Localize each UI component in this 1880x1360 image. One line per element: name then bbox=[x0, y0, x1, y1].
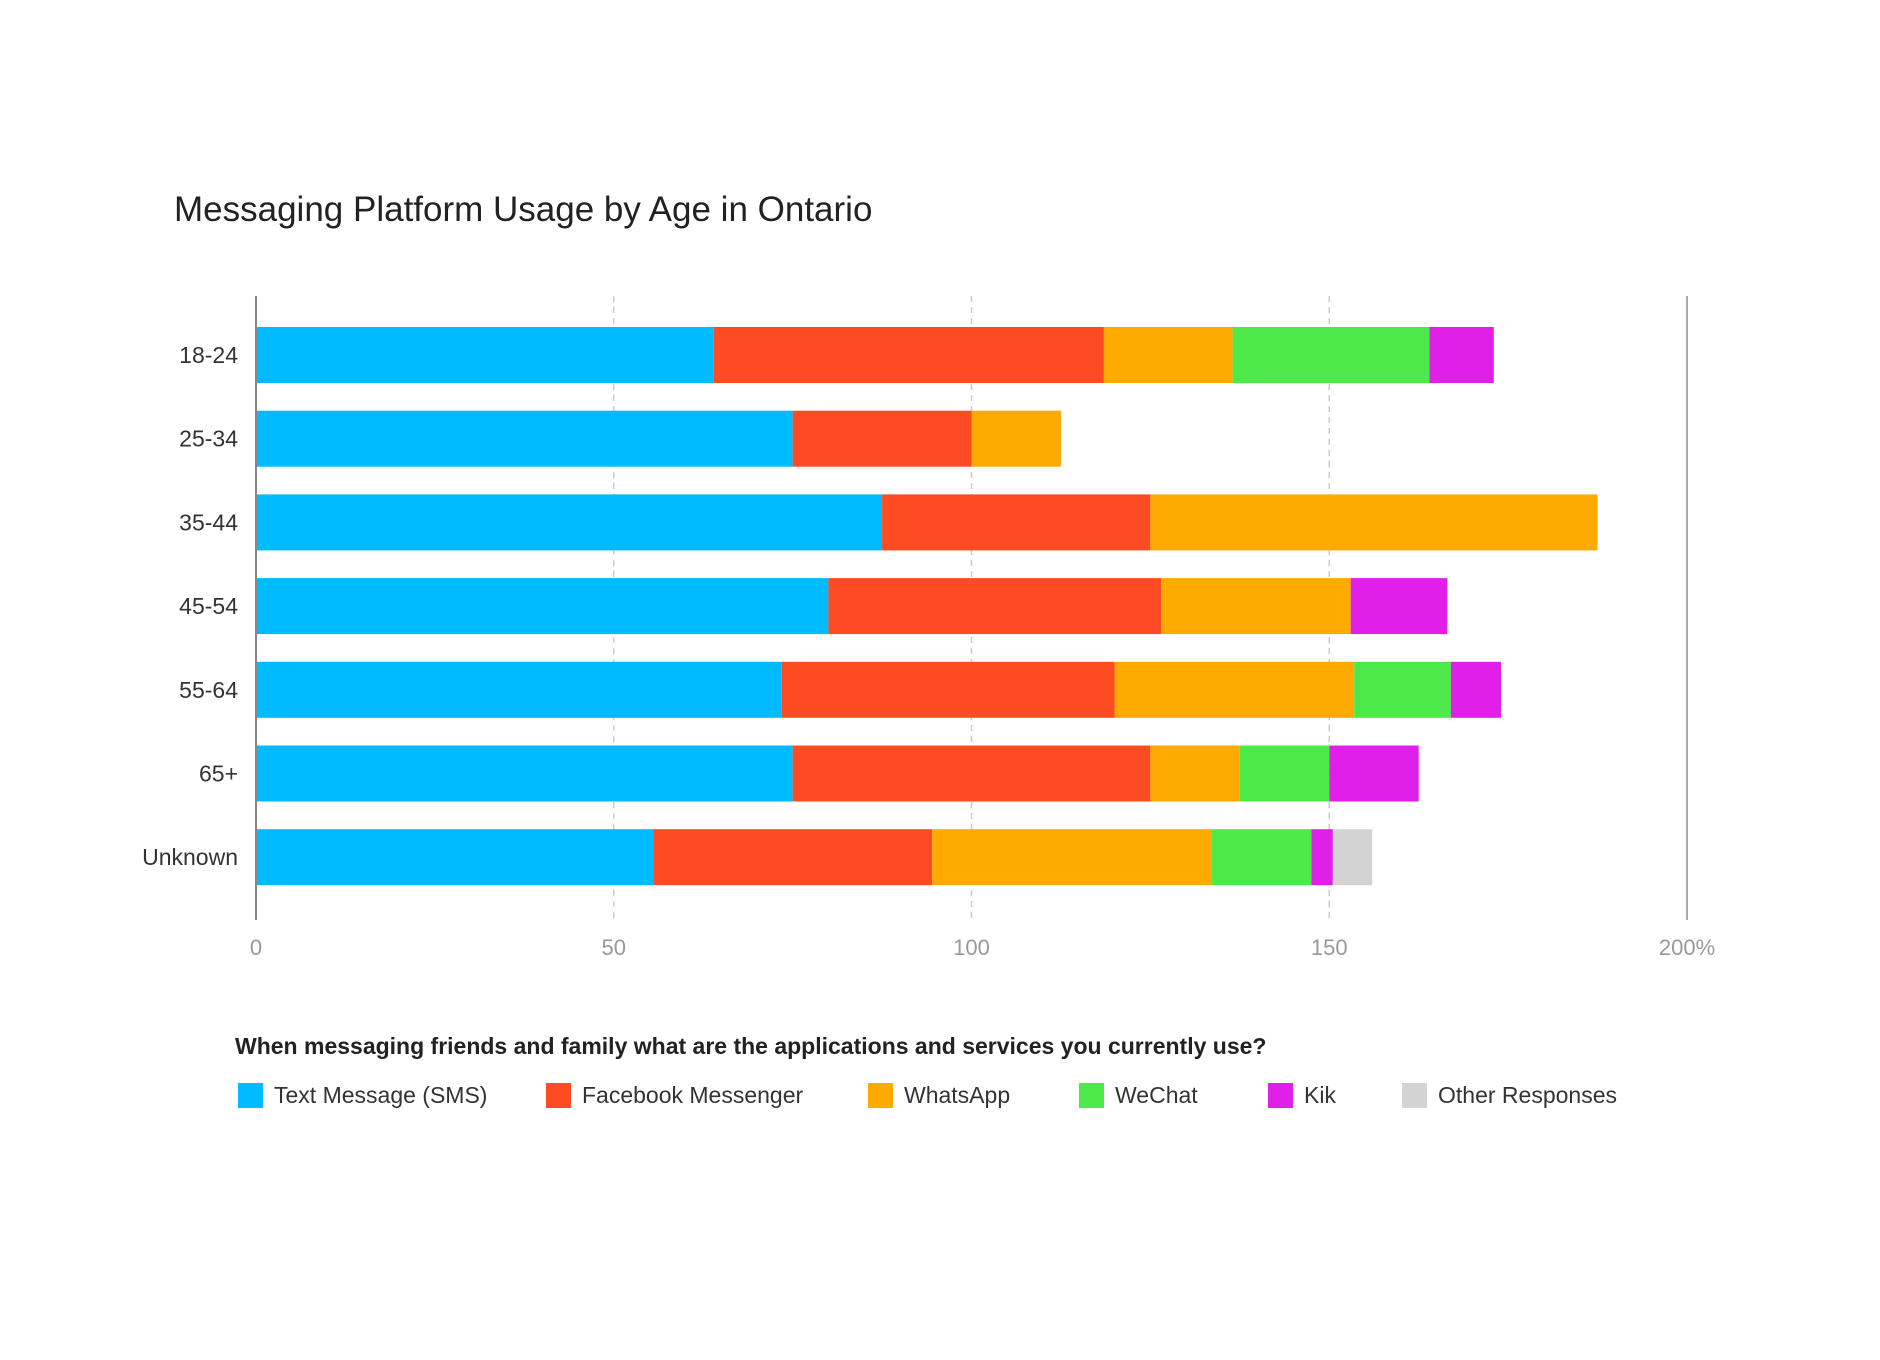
legend-label: Other Responses bbox=[1438, 1082, 1617, 1108]
bar-segment bbox=[713, 327, 1104, 383]
bar-segment bbox=[1311, 829, 1333, 886]
x-tick-label: 100 bbox=[953, 935, 990, 960]
x-tick-label: 150 bbox=[1311, 935, 1348, 960]
bar-segment bbox=[256, 327, 714, 383]
bar-segment bbox=[828, 578, 1162, 635]
legend-swatch bbox=[1079, 1083, 1104, 1108]
x-tick-label: 0 bbox=[250, 935, 262, 960]
legend-swatch bbox=[238, 1083, 263, 1108]
bar-segment bbox=[1211, 829, 1312, 886]
bar-segment bbox=[1161, 578, 1351, 635]
bar-segment bbox=[1103, 327, 1233, 383]
category-label: 18-24 bbox=[179, 342, 238, 368]
legend-label: Kik bbox=[1304, 1082, 1336, 1108]
category-label: Unknown bbox=[142, 844, 238, 870]
bar-segment bbox=[1114, 661, 1355, 718]
legend-item: Text Message (SMS) bbox=[238, 1082, 487, 1109]
bar-segment bbox=[1450, 661, 1501, 718]
bar-segment bbox=[1332, 829, 1373, 886]
legend-swatch bbox=[1268, 1083, 1293, 1108]
bar-segment bbox=[256, 661, 782, 718]
bar-segment bbox=[882, 494, 1151, 551]
bar-segment bbox=[971, 410, 1061, 467]
legend-label: WeChat bbox=[1115, 1082, 1198, 1108]
bar-segment bbox=[1239, 745, 1330, 802]
x-tick-label: 200% bbox=[1659, 935, 1715, 960]
bar-segment bbox=[256, 829, 654, 886]
bar-segment bbox=[256, 494, 883, 551]
x-tick-label: 50 bbox=[602, 935, 626, 960]
bar-segment bbox=[1150, 745, 1240, 802]
legend-item: WeChat bbox=[1079, 1082, 1198, 1109]
bar-segment bbox=[1329, 745, 1419, 802]
legend-swatch bbox=[868, 1083, 893, 1108]
legend-item: Facebook Messenger bbox=[546, 1082, 803, 1109]
bar-segment bbox=[792, 410, 972, 467]
chart-title: Messaging Platform Usage by Age in Ontar… bbox=[174, 190, 873, 229]
tick-labels: 0 50 100 150 200% bbox=[250, 935, 1715, 960]
bar-segment bbox=[932, 829, 1212, 886]
bar-segment bbox=[1429, 327, 1494, 383]
category-label: 35-44 bbox=[179, 509, 238, 535]
category-label: 45-54 bbox=[179, 593, 238, 619]
category-label: 25-34 bbox=[179, 426, 238, 452]
legend-item: Kik bbox=[1268, 1082, 1336, 1109]
legend-swatch bbox=[546, 1083, 571, 1108]
bars bbox=[256, 327, 1598, 886]
legend-label: WhatsApp bbox=[904, 1082, 1011, 1108]
category-label: 55-64 bbox=[179, 677, 238, 703]
category-label: 65+ bbox=[199, 761, 238, 787]
bar-segment bbox=[1354, 661, 1451, 718]
legend-label: Text Message (SMS) bbox=[274, 1082, 488, 1108]
axes bbox=[255, 296, 1688, 920]
bar-segment bbox=[653, 829, 933, 886]
bar-segment bbox=[1150, 494, 1598, 551]
bar-segment bbox=[781, 661, 1115, 718]
bar-segment bbox=[1350, 578, 1448, 635]
legend-label: Facebook Messenger bbox=[582, 1082, 804, 1108]
legend-item: WhatsApp bbox=[868, 1082, 1010, 1109]
bar-segment bbox=[256, 745, 793, 802]
bar-segment bbox=[1232, 327, 1430, 383]
bar-segment bbox=[792, 745, 1151, 802]
bar-segment bbox=[256, 410, 793, 467]
bar-segment bbox=[256, 578, 829, 635]
legend-title: When messaging friends and family what a… bbox=[235, 1033, 1267, 1059]
legend-item: Other Responses bbox=[1402, 1082, 1617, 1109]
legend-swatch bbox=[1402, 1083, 1427, 1108]
category-labels: 18-24 25-34 35-44 45-54 55-64 65+ Unknown bbox=[142, 342, 238, 870]
